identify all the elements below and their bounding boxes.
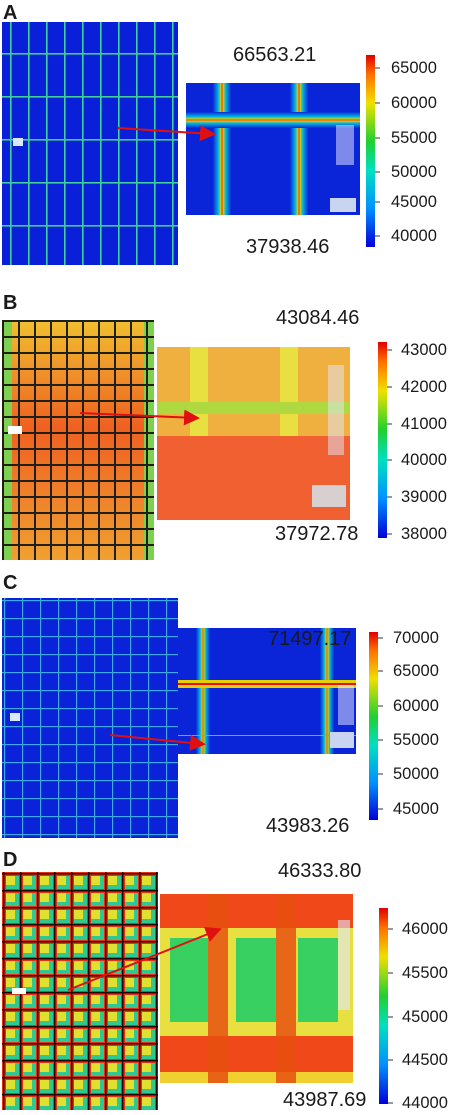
- max-value-label: 43084.46: [276, 307, 360, 329]
- panel-d-figure: [2, 872, 393, 1110]
- colorbar-tick-label: 43000: [401, 341, 447, 359]
- zoom-inset: [160, 894, 353, 1083]
- colorbar-tick-label: 41000: [401, 415, 447, 433]
- colorbar-tick-label: 38000: [401, 525, 447, 543]
- zoom-inset: [186, 83, 360, 215]
- colorbar-tick-label: 45500: [402, 964, 448, 982]
- colorbar-tick-label: 70000: [393, 629, 439, 647]
- main-plate-map: [2, 598, 178, 838]
- colorbar-tick-label: 45000: [402, 1008, 448, 1026]
- main-plate-map: [2, 872, 158, 1110]
- colorbar-tick-label: 60000: [393, 697, 439, 715]
- colorbar-tick-label: 50000: [391, 163, 437, 181]
- colorbar: [369, 632, 378, 820]
- panel-a-figure: [2, 22, 380, 265]
- panel-a: A: [0, 0, 464, 275]
- panel-label: D: [3, 849, 18, 871]
- panel-label: C: [3, 572, 18, 594]
- zoom-arrow: [109, 734, 206, 751]
- zoom-arrow: [67, 927, 222, 991]
- min-value-label: 43983.26: [266, 815, 350, 837]
- colorbar-tick-label: 60000: [391, 94, 437, 112]
- colorbar-tick-label: 55000: [393, 731, 439, 749]
- max-value-label: 71497.17: [268, 628, 352, 650]
- max-value-label: 46333.80: [278, 860, 362, 882]
- colorbar: [379, 908, 388, 1104]
- zoom-inset: [178, 628, 356, 754]
- colorbar-tick-label: 50000: [393, 765, 439, 783]
- panel-label: B: [3, 292, 18, 314]
- main-plate-map: [2, 22, 178, 265]
- colorbar: [378, 342, 387, 538]
- min-value-label: 37972.78: [275, 523, 359, 545]
- colorbar-tick-label: 45000: [393, 800, 439, 818]
- colorbar-tick-label: 55000: [391, 129, 437, 147]
- colorbar-tick-label: 65000: [391, 59, 437, 77]
- colorbar-tick-label: 40000: [401, 451, 447, 469]
- zoom-arrow: [117, 125, 216, 142]
- zoom-inset: [157, 347, 350, 520]
- colorbar-tick-label: 46000: [402, 920, 448, 938]
- colorbar-tick-label: 44000: [402, 1094, 448, 1112]
- colorbar: [366, 55, 375, 247]
- max-value-label: 66563.21: [233, 44, 317, 66]
- colorbar-tick-label: 40000: [391, 227, 437, 245]
- colorbar-tick-label: 42000: [401, 378, 447, 396]
- colorbar-ticks: [375, 67, 380, 237]
- colorbar-tick-label: 44500: [402, 1051, 448, 1069]
- panel-c-figure: [2, 598, 383, 838]
- min-value-label: 43987.69: [283, 1089, 367, 1111]
- colorbar-tick-label: 65000: [393, 662, 439, 680]
- panel-b: B: [0, 290, 464, 570]
- node-marker: [13, 138, 23, 146]
- colorbar-tick-label: 39000: [401, 488, 447, 506]
- panel-b-figure: [2, 320, 392, 560]
- zoom-arrow: [79, 409, 200, 426]
- panel-c: C: [0, 570, 464, 840]
- min-value-label: 37938.46: [246, 236, 330, 258]
- panel-label: A: [3, 2, 18, 24]
- panel-d: D: [0, 850, 464, 1115]
- colorbar-tick-label: 45000: [391, 193, 437, 211]
